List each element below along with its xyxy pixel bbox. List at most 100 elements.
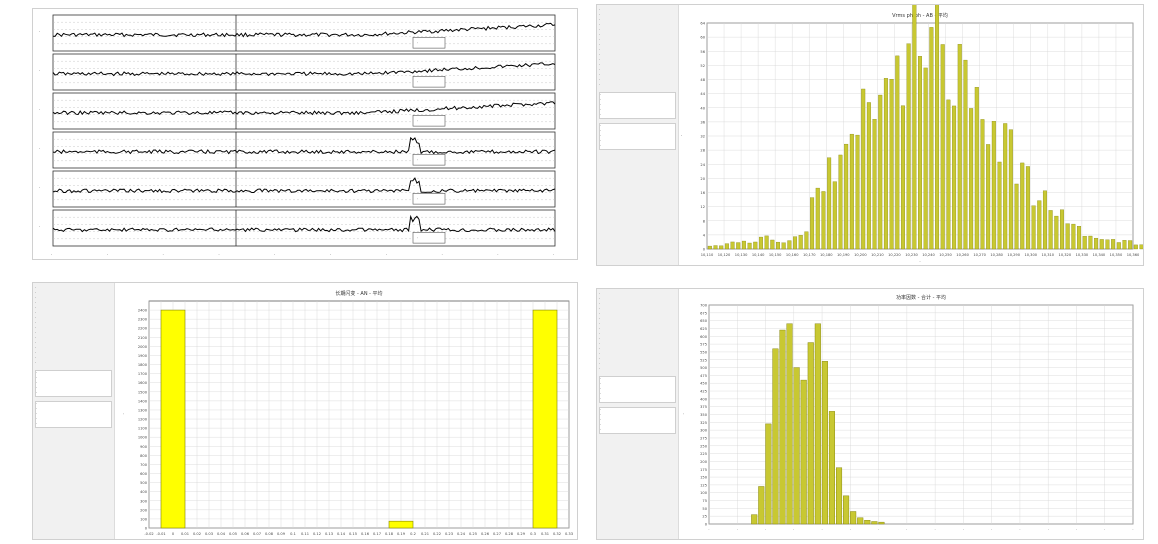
histogram-bar <box>1048 210 1053 250</box>
y-tick-label: 50 <box>702 507 707 511</box>
chart-title: Vrms ph-ph - AB - 平均 <box>892 12 948 19</box>
y-tick-label: 350 <box>700 413 708 417</box>
histogram-bar <box>940 44 945 250</box>
sidebar-table-row: · <box>600 108 602 112</box>
sidebar-table-row: · <box>36 422 38 426</box>
histogram-bar <box>883 78 888 250</box>
x-tick-label: 0.03 <box>205 532 213 536</box>
sidebar-table-row: · <box>36 417 38 421</box>
sidebar-stat-row: · <box>35 346 37 350</box>
trend-series-line <box>52 22 556 38</box>
histogram-bar <box>1025 166 1030 250</box>
histogram-bar <box>724 243 729 250</box>
trend-annotation-box <box>412 76 446 88</box>
sidebar-table-row: · <box>600 139 602 143</box>
y-tick-label: 400 <box>700 397 708 401</box>
x-tick-label: 10,230 <box>905 253 918 257</box>
x-tick-label: 0.01 <box>181 532 189 536</box>
sidebar-table-row: · <box>36 412 38 416</box>
histogram-bar <box>758 236 763 250</box>
histogram-bar <box>1128 240 1133 250</box>
y-tick-label: 36 <box>700 120 705 124</box>
x-tick-label: 0.15 <box>349 532 357 536</box>
histogram-bar <box>1014 183 1019 250</box>
histogram-bar <box>827 157 832 250</box>
x-tick-label: 0.06 <box>241 532 250 536</box>
x-tick-label: · <box>963 528 964 532</box>
x-tick-label: 0.11 <box>301 532 309 536</box>
x-tick-label: 10,340 <box>1093 253 1106 257</box>
histogram-bar <box>952 105 957 250</box>
sidebar-table-row: · <box>600 423 602 427</box>
y-tick-label: 28 <box>700 149 705 153</box>
y-tick-label: 2400 <box>138 309 148 313</box>
sidebar-table-row: · <box>600 377 602 381</box>
x-tick-label: 0.04 <box>217 532 226 536</box>
x-tick-label: 0.17 <box>373 532 381 536</box>
trend-x-tick-label: · <box>274 252 275 257</box>
histogram-bar <box>878 521 885 525</box>
x-tick-label: 0.29 <box>517 532 526 536</box>
histogram-bar <box>878 94 883 250</box>
x-tick-label: 10,170 <box>803 253 816 257</box>
sidebar-stat-row: · <box>599 352 601 356</box>
sidebar-table-row: · <box>600 98 602 102</box>
histogram-bar <box>753 241 758 250</box>
x-tick-label: 10,220 <box>888 253 901 257</box>
y-tick-label: 25 <box>702 515 707 519</box>
y-tick-label: 225 <box>700 452 707 456</box>
y-tick-label: 450 <box>700 382 708 386</box>
trend-annotation-box <box>412 193 446 205</box>
sidebar-stat-row: · <box>599 322 601 326</box>
y-tick-label: 475 <box>700 374 707 378</box>
voltage-trend-panel: · · · · · · · · · · · · · · · · · · · · · · <box>32 8 578 260</box>
y-axis-label: · <box>681 413 686 414</box>
trend-x-tick-label: · <box>218 252 219 257</box>
sidebar-stat-row: · <box>35 336 37 340</box>
sidebar-table-row: · <box>600 392 602 396</box>
histogram-bar <box>781 242 786 250</box>
histogram-bar <box>747 242 752 250</box>
y-tick-label: 0 <box>703 248 706 252</box>
sidebar-stat-row: · <box>599 327 601 331</box>
histogram-bar <box>764 235 769 250</box>
x-tick-label: · <box>1048 528 1049 532</box>
histogram-bar <box>1122 240 1127 250</box>
x-tick-label: 0.16 <box>361 532 370 536</box>
histogram-bar <box>912 5 917 250</box>
y-tick-label: 575 <box>700 343 707 347</box>
x-tick-label: 10,330 <box>1076 253 1089 257</box>
y-tick-label: 20 <box>700 177 705 181</box>
sidebar-stat-row: · <box>35 321 37 325</box>
x-tick-label: 0.31 <box>541 532 549 536</box>
sidebar-stat-row: · <box>599 337 601 341</box>
x-tick-label: 10,260 <box>956 253 969 257</box>
x-tick-label: 0.32 <box>553 532 561 536</box>
y-tick-label: 64 <box>700 22 705 26</box>
sidebar-table-row: · <box>36 386 38 390</box>
sidebar-stat-row: · <box>599 302 601 306</box>
y-tick-label: 300 <box>700 429 708 433</box>
sidebar-stat-row: · <box>35 326 37 330</box>
x-tick-label: 0.22 <box>433 532 441 536</box>
trend-x-tick-label: · <box>553 252 554 257</box>
histogram-bar <box>929 27 934 250</box>
histogram-bar <box>798 235 803 250</box>
sidebar-stat-row: · <box>35 351 37 355</box>
x-tick-label: 0.1 <box>290 532 296 536</box>
histogram-bar <box>776 241 780 250</box>
sidebar-table-row: · <box>36 402 38 406</box>
histogram-bar <box>787 240 792 250</box>
histogram-bar <box>1082 236 1087 250</box>
sidebar-table-row: · <box>600 129 602 133</box>
histogram-bar <box>758 486 765 525</box>
sidebar-stat-row: · <box>599 53 601 57</box>
y-tick-label: 56 <box>700 50 705 54</box>
histogram-bar <box>532 309 558 529</box>
sidebar-stat-row: · <box>35 301 37 305</box>
trend-x-tick-label: · <box>163 252 164 257</box>
x-tick-label: · <box>793 528 794 532</box>
sidebar-table-row: · <box>600 113 602 117</box>
x-tick-label: 0.27 <box>493 532 501 536</box>
x-tick-label: 0.25 <box>469 532 477 536</box>
